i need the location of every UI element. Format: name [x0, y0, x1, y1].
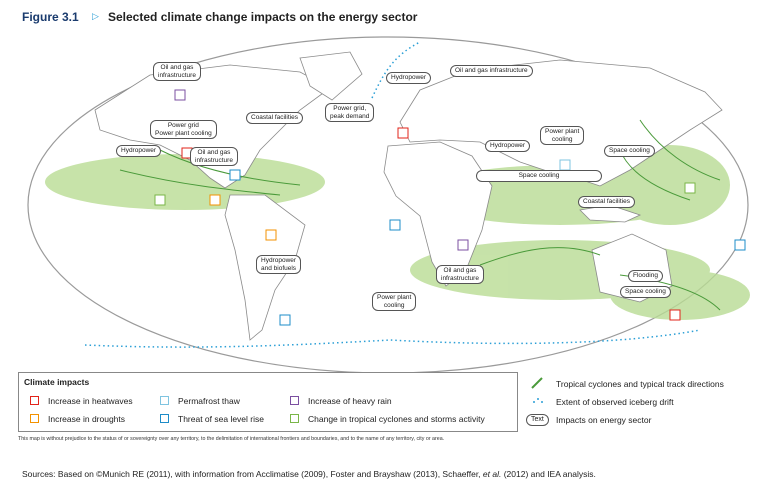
text-line: cooling	[383, 301, 405, 309]
text-line: Oil and gas	[160, 64, 194, 71]
legend-item: Increase of heavy rain	[308, 396, 392, 406]
text-line: Space cooling	[625, 288, 666, 295]
text-line: Space cooling	[518, 172, 560, 179]
text-line: Power plant cooling	[155, 129, 212, 137]
map-label: Oil and gas infrastructure	[190, 147, 238, 166]
text-line: Power grid	[167, 122, 199, 129]
text-line: Power plant	[545, 128, 580, 135]
legend-icon	[30, 414, 39, 423]
text-line: (2012) and IEA analysis.	[501, 469, 596, 479]
text-line: Oil and gas	[443, 267, 477, 274]
legend-item: Permafrost thaw	[178, 396, 240, 406]
title-arrow: ▷	[92, 11, 99, 21]
legend-icon	[30, 396, 39, 405]
map-label: Power plant cooling	[372, 292, 417, 311]
text-line: Hydropower	[121, 147, 157, 154]
figure-title: Selected climate change impacts on the e…	[108, 10, 418, 24]
text-line: peak demand	[330, 112, 370, 120]
legend-text-sample: Text	[526, 414, 549, 426]
sources: Sources: Based on ©Munich RE (2011), wit…	[22, 469, 596, 479]
world-map	[27, 36, 750, 372]
text-line: Power plant	[377, 294, 412, 301]
text-line: Flooding	[633, 272, 658, 279]
legend-item: Extent of observed iceberg drift	[556, 397, 674, 407]
legend-item: Tropical cyclones and typical track dire…	[556, 379, 724, 389]
text-line: cooling	[551, 135, 573, 143]
legend-box	[18, 372, 518, 432]
legend-item: Change in tropical cyclones and storms a…	[308, 414, 485, 424]
map-label: Space cooling	[620, 286, 671, 298]
map-label: Space cooling	[476, 170, 602, 182]
map-label: Hydropower	[116, 145, 162, 157]
text-line: Hydropower	[490, 142, 526, 149]
text-line: infrastructure	[441, 274, 479, 282]
legend-item: Increase in heatwaves	[48, 396, 133, 406]
text-line: Hydropower	[261, 257, 297, 264]
map-label: Oil and gas infrastructure	[153, 62, 201, 81]
legend-icon	[290, 396, 299, 405]
text-line: infrastructure	[195, 156, 233, 164]
text-line: infrastructure	[158, 71, 196, 79]
text-line: Power grid,	[333, 105, 367, 112]
impact-icons	[154, 89, 746, 326]
map-label: Hydropower	[485, 140, 531, 152]
map-label: Flooding	[628, 270, 663, 282]
text-line: Sources: Based on ©Munich RE (2011), wit…	[22, 469, 483, 479]
figure-number: Figure 3.1	[22, 10, 79, 24]
legend-item: Increase in droughts	[48, 414, 126, 424]
iceberg-drift	[84, 41, 701, 348]
map-label: Space cooling	[604, 145, 655, 157]
map-label: Coastal facilities	[246, 112, 303, 124]
legend-icon	[160, 414, 169, 423]
text-line: and biofuels	[261, 264, 297, 272]
text-line: Coastal facilities	[251, 114, 298, 121]
map-label: Coastal facilities	[578, 196, 635, 208]
text-line: Hydropower	[391, 74, 427, 81]
legend-symbols	[531, 377, 543, 403]
map-label: Oil and gas infrastructure	[436, 265, 484, 284]
map-label: Power grid Power plant cooling	[150, 120, 217, 139]
legend-item: Threat of sea level rise	[178, 414, 264, 424]
map-label: Power grid, peak demand	[325, 103, 375, 122]
text-line: Space cooling	[609, 147, 650, 154]
map-label: Hydropower and biofuels	[256, 255, 302, 274]
map-label: Power plant cooling	[540, 126, 585, 145]
text-line: Coastal facilities	[583, 198, 630, 205]
legend-icon	[290, 414, 299, 423]
map-label: Oil and gas infrastructure	[450, 65, 533, 77]
legend-icon	[160, 396, 169, 405]
text-line: Oil and gas	[197, 149, 231, 156]
text-line: Oil and gas infrastructure	[455, 67, 528, 74]
map-label: Hydropower	[386, 72, 432, 84]
legend-item: Impacts on energy sector	[556, 415, 652, 425]
legend-title: Climate impacts	[24, 377, 90, 387]
disclaimer: This map is without prejudice to the sta…	[18, 436, 445, 442]
text-line: et al.	[482, 469, 502, 479]
